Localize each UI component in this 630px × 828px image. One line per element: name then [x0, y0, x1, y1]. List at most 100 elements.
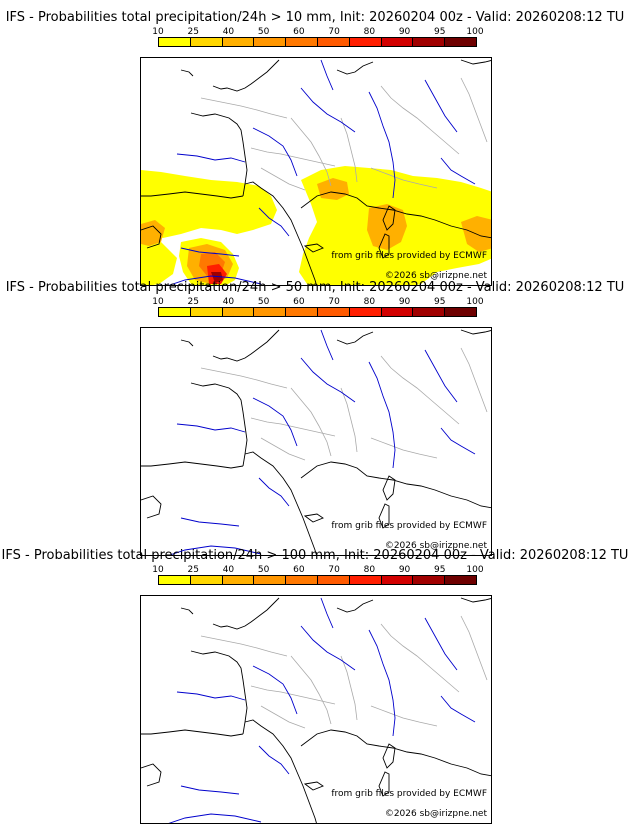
river	[180, 247, 240, 257]
coastline	[190, 382, 248, 467]
colorbar-segment	[445, 576, 476, 584]
coastline	[460, 329, 491, 335]
river	[440, 427, 476, 455]
coastline	[378, 233, 390, 259]
colorbar-tick-label: 10	[152, 565, 164, 575]
colorbar-segment	[190, 308, 223, 316]
admin-border	[380, 85, 460, 155]
admin-border	[290, 387, 332, 457]
probability-map: from grib files provided by ECMWF ©2026 …	[140, 595, 492, 824]
coastline	[300, 729, 491, 777]
coastline	[180, 69, 194, 77]
coastline	[190, 112, 248, 197]
colorbar-segment	[254, 38, 287, 46]
colorbar-tick-label: 90	[398, 565, 411, 575]
coastline	[336, 61, 374, 75]
admin-border	[380, 623, 460, 693]
admin-border	[380, 355, 460, 425]
coastline	[382, 743, 396, 769]
colorbar-segment	[190, 38, 223, 46]
admin-border	[370, 437, 438, 459]
river	[320, 597, 334, 629]
river	[168, 275, 262, 285]
precip-probability-area	[367, 204, 407, 250]
colorbar-segment	[381, 308, 414, 316]
colorbar-tick-label: 40	[222, 297, 235, 307]
colorbar-labels: 10 25 40 50 60 70 80 90 95 100	[150, 565, 490, 575]
river	[176, 423, 246, 433]
colorbar-segment	[222, 38, 255, 46]
colorbar-tick-label: 40	[222, 565, 235, 575]
river	[440, 695, 476, 723]
coastline	[460, 597, 491, 603]
colorbar-segment	[222, 576, 255, 584]
map-canvas	[141, 59, 491, 285]
coastline	[244, 181, 317, 285]
admin-border	[340, 117, 358, 183]
colorbar-tick-label: 80	[363, 27, 376, 37]
river	[368, 361, 396, 469]
colorbar	[158, 575, 477, 585]
colorbar-tick-label: 90	[398, 27, 411, 37]
colorbar-tick-label: 10	[152, 27, 164, 37]
map-canvas	[141, 329, 491, 555]
data-source-credit: from grib files provided by ECMWF	[331, 789, 487, 799]
coastline	[378, 503, 390, 529]
colorbar-tick-label: 50	[257, 565, 270, 575]
coastline	[141, 729, 244, 737]
colorbar-segment	[317, 308, 350, 316]
probability-map: from grib files provided by ECMWF ©2026 …	[140, 57, 492, 286]
colorbar-tick-label: 80	[363, 565, 376, 575]
map-panel-10mm: IFS - Probabilities total precipitation/…	[0, 10, 630, 286]
coastline	[244, 719, 317, 823]
colorbar-tick-label: 25	[187, 565, 199, 575]
river	[440, 157, 476, 185]
colorbar-segment	[159, 308, 191, 316]
coastline	[141, 191, 244, 199]
river	[168, 545, 262, 555]
coastline	[382, 205, 396, 231]
coastline	[460, 59, 491, 65]
coastline	[141, 495, 162, 519]
colorbar-segment	[445, 38, 476, 46]
colorbar-segment	[413, 576, 446, 584]
panel-title: IFS - Probabilities total precipitation/…	[5, 280, 625, 295]
river	[300, 87, 356, 133]
river	[176, 691, 246, 701]
colorbar-tick-label: 40	[222, 27, 235, 37]
colorbar-segment	[381, 38, 414, 46]
colorbar-segment	[254, 308, 287, 316]
colorbar-segment	[190, 576, 223, 584]
colorbar-tick-label: 50	[257, 27, 270, 37]
colorbar-segment	[286, 38, 318, 46]
admin-border	[460, 615, 488, 681]
colorbar-labels: 10 25 40 50 60 70 80 90 95 100	[150, 297, 490, 307]
admin-border	[200, 635, 288, 657]
colorbar-segment	[317, 576, 350, 584]
coastline	[336, 331, 374, 345]
colorbar	[158, 307, 477, 317]
copyright-credit: ©2026 sb@irizpne.net	[384, 541, 487, 551]
colorbar-tick-label: 60	[293, 565, 305, 575]
colorbar	[158, 37, 477, 47]
river	[368, 91, 396, 199]
colorbar-segment	[381, 576, 414, 584]
admin-border	[460, 347, 488, 413]
colorbar-tick-label: 25	[187, 27, 199, 37]
colorbar-tick-label: 70	[328, 27, 340, 37]
colorbar-tick-label: 50	[257, 297, 270, 307]
admin-border	[260, 437, 306, 461]
admin-border	[340, 655, 358, 721]
river	[252, 665, 298, 715]
admin-border	[260, 705, 306, 729]
river	[320, 329, 334, 361]
river	[320, 59, 334, 91]
probability-map: from grib files provided by ECMWF ©2026 …	[140, 327, 492, 556]
admin-border	[340, 387, 358, 453]
coastline	[300, 461, 491, 509]
colorbar-tick-label: 60	[293, 27, 305, 37]
precip-probability-area	[317, 178, 349, 200]
colorbar-segment	[286, 308, 318, 316]
data-source-credit: from grib files provided by ECMWF	[331, 521, 487, 531]
colorbar-tick-label: 60	[293, 297, 305, 307]
